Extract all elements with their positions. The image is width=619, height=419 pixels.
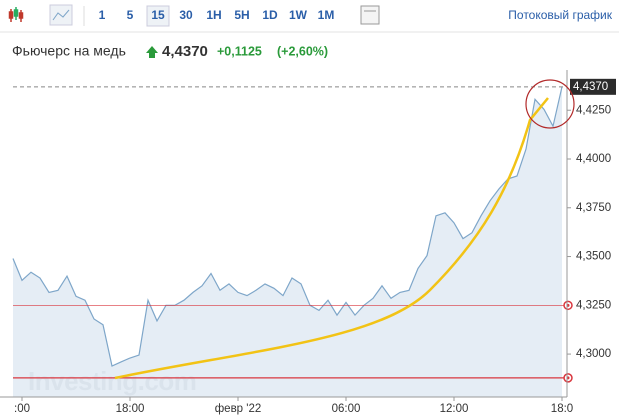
change: +0,1125 — [217, 44, 262, 58]
area-icon-line — [52, 9, 70, 21]
y-tick-label: 4,4250 — [576, 104, 611, 116]
x-tick-label: :00 — [14, 403, 30, 415]
change-pct: (+2,60%) — [277, 44, 328, 58]
intervals: 1 5 15 30 1H 5H 1D 1W 1M — [99, 5, 335, 27]
interval-button[interactable]: 1W — [289, 8, 308, 22]
x-tick-label: февр '22 — [215, 403, 262, 415]
candle-icon[interactable] — [8, 7, 24, 22]
up-arrow — [146, 46, 158, 58]
y-tick-label: 4,3000 — [576, 348, 611, 360]
active-interval — [146, 5, 170, 27]
plot: Investing.com4,30004,32504,35004,37504,4… — [0, 70, 616, 415]
x-tick-label: 18:00 — [116, 403, 145, 415]
area — [13, 86, 562, 398]
instrument-name: Фьючерс на медь — [12, 43, 126, 59]
stream-link[interactable]: Потоковый график — [508, 8, 612, 22]
interval-button[interactable]: 5 — [127, 8, 134, 22]
interval-button[interactable]: 30 — [179, 8, 193, 22]
interval-button[interactable]: 15 — [151, 8, 165, 22]
interval-button[interactable]: 5H — [234, 8, 249, 22]
price-line — [12, 86, 563, 367]
y-tick-label: 4,4000 — [576, 153, 611, 165]
x-tick-label: 12:00 — [440, 403, 469, 415]
x-tick-label: 06:00 — [332, 403, 361, 415]
last-price-tag — [570, 78, 616, 95]
x-tick-label: 18:0 — [551, 403, 573, 415]
y-tick-label: 4,3500 — [576, 251, 611, 263]
interval-button[interactable]: 1H — [206, 8, 221, 22]
interval-button[interactable]: 1D — [262, 8, 278, 22]
price: 4,4370 — [162, 43, 208, 60]
trend-annotation — [114, 97, 549, 380]
interval-button[interactable]: 1 — [99, 8, 106, 22]
y-tick-label: 4,3250 — [576, 299, 611, 311]
y-tick-label: 4,3750 — [576, 202, 611, 214]
calendar-icon[interactable] — [360, 5, 380, 25]
last-price-label: 4,4370 — [573, 81, 608, 93]
highlight-circle — [525, 79, 575, 129]
interval-button[interactable]: 1M — [318, 8, 335, 22]
